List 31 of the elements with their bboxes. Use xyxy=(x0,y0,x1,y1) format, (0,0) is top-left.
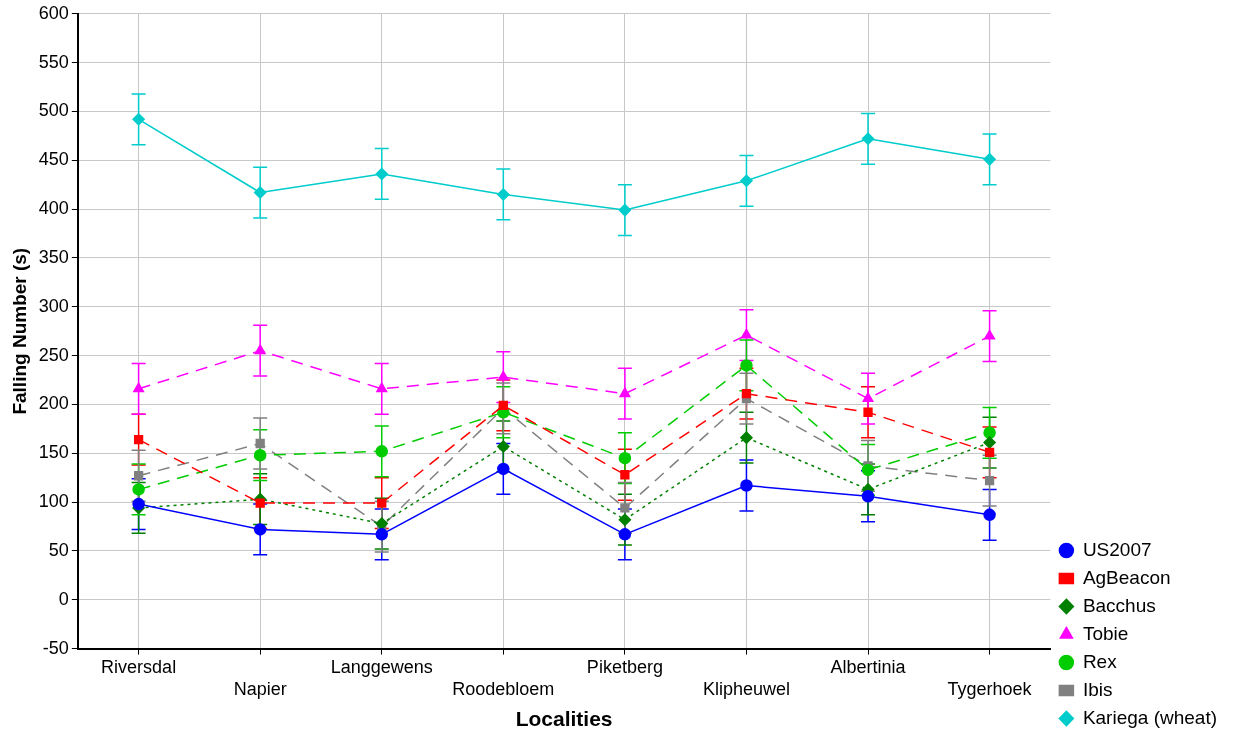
legend-label: Bacchus xyxy=(1082,594,1156,616)
x-tick-label: Klipheuwel xyxy=(702,678,790,699)
x-tick-label: Albertinia xyxy=(830,657,907,678)
y-tick-label: 50 xyxy=(48,539,69,560)
y-axis-title: Falling Number (s) xyxy=(8,247,30,415)
x-tick-label: Napier xyxy=(233,678,287,699)
legend-label: Rex xyxy=(1082,650,1118,672)
x-tick-label: Piketberg xyxy=(586,657,663,678)
legend-label: US2007 xyxy=(1082,538,1152,560)
legend-label: Kariega (wheat) xyxy=(1082,706,1217,728)
y-tick-label: 350 xyxy=(38,246,69,267)
x-tick-label: Roodebloem xyxy=(452,678,555,699)
x-tick-label: Tygerhoek xyxy=(947,678,1033,699)
x-tick-label: Langgewens xyxy=(330,657,433,678)
y-tick-label: 100 xyxy=(38,491,69,512)
legend-label: AgBeacon xyxy=(1082,566,1171,588)
y-tick-label: 250 xyxy=(38,344,69,365)
y-tick-label: 400 xyxy=(38,198,69,219)
y-tick-label: 0 xyxy=(58,588,69,609)
legend-label: Tobie xyxy=(1082,622,1129,644)
y-tick-label: 150 xyxy=(38,442,69,463)
y-tick-label: 500 xyxy=(38,100,69,121)
y-tick-label: 600 xyxy=(38,2,69,23)
y-tick-label: 450 xyxy=(38,149,69,170)
x-axis-title: Localities xyxy=(515,707,613,731)
y-tick-label: 200 xyxy=(38,393,69,414)
y-tick-label: 300 xyxy=(38,295,69,316)
y-tick-label: -50 xyxy=(42,637,69,658)
legend-label: Ibis xyxy=(1082,678,1113,700)
y-tick-label: 550 xyxy=(38,51,69,72)
x-tick-label: Riversdal xyxy=(101,657,177,678)
